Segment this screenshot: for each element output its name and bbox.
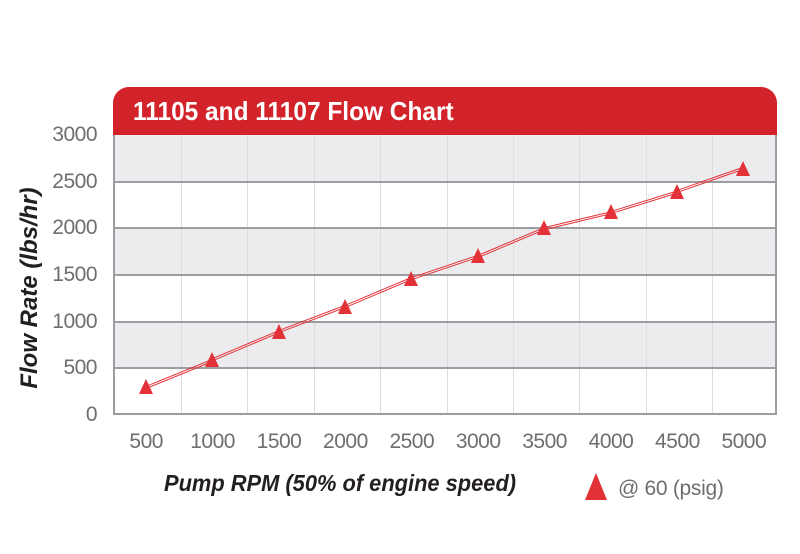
y-tick-label: 0 — [85, 403, 98, 426]
x-axis-title: Pump RPM (50% of engine speed) — [164, 470, 517, 496]
data-point-marker — [603, 204, 618, 220]
y-tick-label: 2500 — [52, 169, 97, 193]
horizontal-gridline — [115, 320, 775, 323]
x-tick-label: 3500 — [522, 430, 567, 453]
x-tick-label: 4500 — [655, 430, 700, 453]
x-tick-label: 4000 — [588, 430, 634, 453]
data-point-marker — [537, 220, 552, 236]
horizontal-gridline — [115, 367, 775, 370]
x-tick-label: 5000 — [721, 430, 767, 453]
y-axis-title: Flow Rate (lbs/hr) — [16, 187, 43, 389]
chart-title: 11105 and 11107 Flow Chart — [133, 96, 454, 126]
grid-band — [115, 135, 775, 182]
x-tick-label: 3000 — [455, 430, 501, 453]
data-point-marker — [736, 160, 751, 176]
horizontal-gridline — [115, 227, 775, 230]
x-tick-label: 1500 — [256, 430, 302, 453]
y-tick-label: 1500 — [52, 263, 97, 286]
y-tick-label: 500 — [63, 356, 97, 380]
chart-title-banner: 11105 and 11107 Flow Chart — [113, 87, 777, 135]
y-tick-label: 2000 — [52, 216, 97, 240]
horizontal-gridline — [115, 274, 775, 276]
data-point-marker — [138, 379, 153, 394]
horizontal-gridline — [115, 180, 775, 183]
data-point-marker — [337, 298, 352, 314]
y-tick-label: 3000 — [52, 123, 97, 146]
legend-label: @ 60 (psig) — [618, 477, 724, 500]
grid-band — [115, 321, 775, 369]
data-point-marker — [205, 351, 220, 367]
x-tick-label: 2000 — [323, 430, 368, 453]
data-point-marker — [669, 183, 684, 199]
data-point-marker — [404, 270, 419, 286]
x-tick-label: 500 — [129, 430, 163, 453]
plot-area — [113, 135, 777, 415]
grid-band — [115, 228, 775, 275]
data-point-marker — [271, 323, 286, 339]
y-tick-label: 1000 — [52, 309, 97, 333]
x-tick-label: 1000 — [190, 430, 235, 453]
legend-triangle-marker-icon — [585, 473, 607, 500]
x-tick-label: 2500 — [389, 430, 435, 453]
data-point-marker — [470, 248, 485, 264]
